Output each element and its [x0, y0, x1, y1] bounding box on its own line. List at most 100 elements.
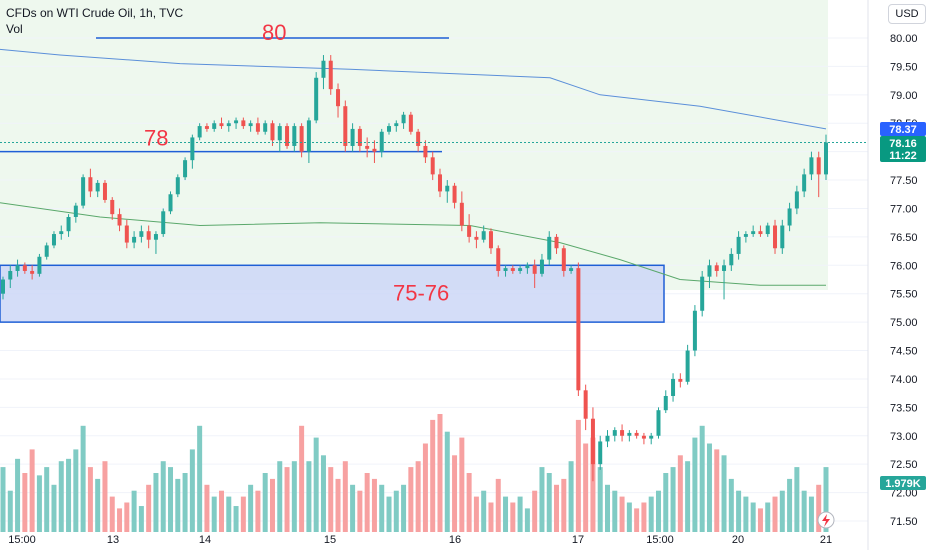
volume-bar — [823, 467, 829, 532]
price-tick-label: 72.00 — [890, 488, 918, 500]
volume-bar — [226, 496, 232, 532]
volume-bar — [757, 508, 763, 532]
price-tick-label: 79.00 — [890, 90, 918, 102]
candle — [44, 242, 49, 260]
candle — [1, 276, 5, 300]
volume-bar — [408, 467, 414, 532]
time-tick-label: 20 — [732, 534, 744, 546]
volume-bar — [415, 461, 421, 532]
candle — [437, 168, 442, 198]
zone-75-76[interactable] — [0, 264, 665, 323]
volume-bar — [692, 437, 698, 532]
candle — [758, 225, 763, 237]
candle — [583, 384, 588, 431]
price-tick-label: 80.00 — [890, 33, 918, 45]
volume-bar — [779, 490, 785, 532]
volume-bar — [532, 490, 538, 532]
candlesticks — [1, 55, 828, 482]
volume-bar — [670, 467, 676, 532]
candle — [794, 185, 799, 215]
volume-bar — [291, 461, 297, 532]
candle — [539, 253, 544, 277]
candle — [277, 123, 282, 152]
volume-bar — [619, 496, 625, 532]
candle — [700, 270, 705, 317]
candle — [387, 123, 392, 135]
time-tick-label: 13 — [107, 534, 119, 546]
candle — [481, 225, 486, 243]
candle — [678, 373, 683, 388]
time-axis[interactable]: 15:00 13 14 15 16 17 15:00 20 21 — [8, 534, 832, 546]
ma-value-text: 78.37 — [889, 124, 917, 136]
volume-bar — [503, 496, 509, 532]
volume-bar — [728, 478, 734, 532]
candle — [285, 123, 290, 149]
candle — [634, 430, 639, 439]
ma-value-tag: 78.37 — [880, 122, 926, 136]
volume-bar — [590, 437, 596, 532]
volume-bar — [160, 461, 166, 532]
candle — [627, 430, 632, 442]
volume-bar — [0, 467, 6, 532]
candle — [605, 430, 610, 448]
lightning-icon[interactable] — [817, 511, 835, 529]
candle — [95, 180, 100, 198]
candle — [467, 214, 472, 243]
candle — [496, 245, 501, 277]
candle — [190, 134, 195, 169]
candle — [532, 259, 537, 289]
volume-bar — [342, 461, 348, 532]
volume-bar — [95, 478, 101, 532]
candle — [620, 424, 625, 442]
volume-bar — [663, 473, 669, 532]
volume-bar — [575, 419, 581, 532]
candle — [139, 225, 144, 243]
price-tick-label: 71.50 — [890, 516, 918, 528]
volume-value-tag: 1.979K — [880, 476, 926, 490]
candle — [736, 231, 741, 260]
time-tick-label: 17 — [572, 534, 584, 546]
candle — [161, 208, 166, 237]
volume-bar — [80, 425, 86, 532]
volume-bar — [284, 467, 290, 532]
candle — [729, 248, 734, 271]
price-tick-label: 79.50 — [890, 61, 918, 73]
price-axis[interactable]: 80.0079.5079.0078.5078.0077.5077.0076.50… — [890, 33, 918, 528]
candle — [372, 140, 377, 164]
candle — [81, 174, 86, 209]
volume-bar — [539, 467, 545, 532]
volume-bar — [488, 502, 494, 532]
candle — [30, 265, 35, 280]
candle — [270, 120, 275, 146]
candle — [263, 120, 268, 135]
currency-button[interactable]: USD — [888, 4, 926, 24]
candle — [248, 120, 253, 132]
volume-bar — [313, 437, 319, 532]
volume-bar — [706, 443, 712, 532]
volume-bar — [124, 502, 130, 532]
volume-bar — [87, 467, 93, 532]
volume-bar — [335, 478, 341, 532]
volume-bar — [44, 467, 50, 532]
volume-bar — [299, 425, 305, 532]
symbol-title[interactable]: CFDs on WTI Crude Oil, 1h, TVC — [6, 6, 184, 20]
candle — [343, 100, 348, 152]
volume-bar — [655, 490, 661, 532]
volume-bar — [269, 478, 275, 532]
candle — [598, 435, 603, 470]
candle — [445, 180, 450, 203]
volume-bar — [605, 484, 611, 532]
volume-bar — [626, 502, 632, 532]
candle — [561, 245, 566, 277]
candle — [416, 128, 421, 152]
volume-label[interactable]: Vol — [6, 22, 23, 36]
volume-bar — [612, 490, 618, 532]
candle — [773, 219, 778, 254]
candle — [336, 83, 341, 118]
volume-bar — [29, 449, 35, 532]
volume-bar — [510, 502, 516, 532]
volume-bar — [816, 484, 822, 532]
volume-value-text: 1.979K — [885, 478, 921, 490]
volume-bar — [386, 496, 392, 532]
